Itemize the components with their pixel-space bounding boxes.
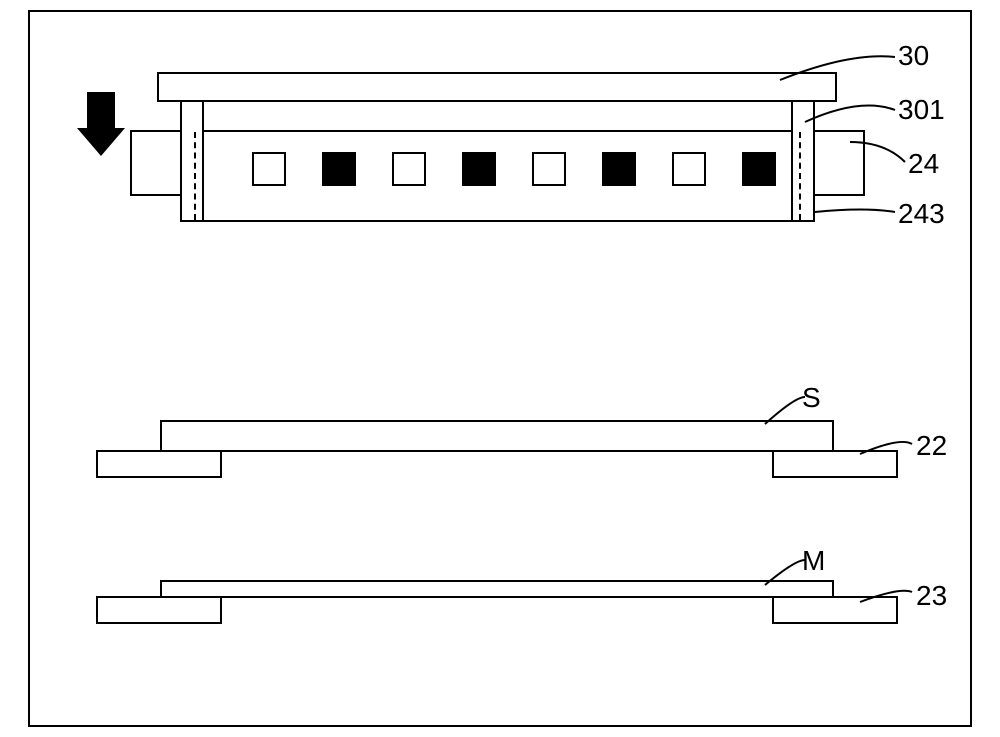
leader-lines: [30, 12, 974, 729]
diagram-frame: 30 301 24 243 S 22 M 23: [28, 10, 972, 727]
